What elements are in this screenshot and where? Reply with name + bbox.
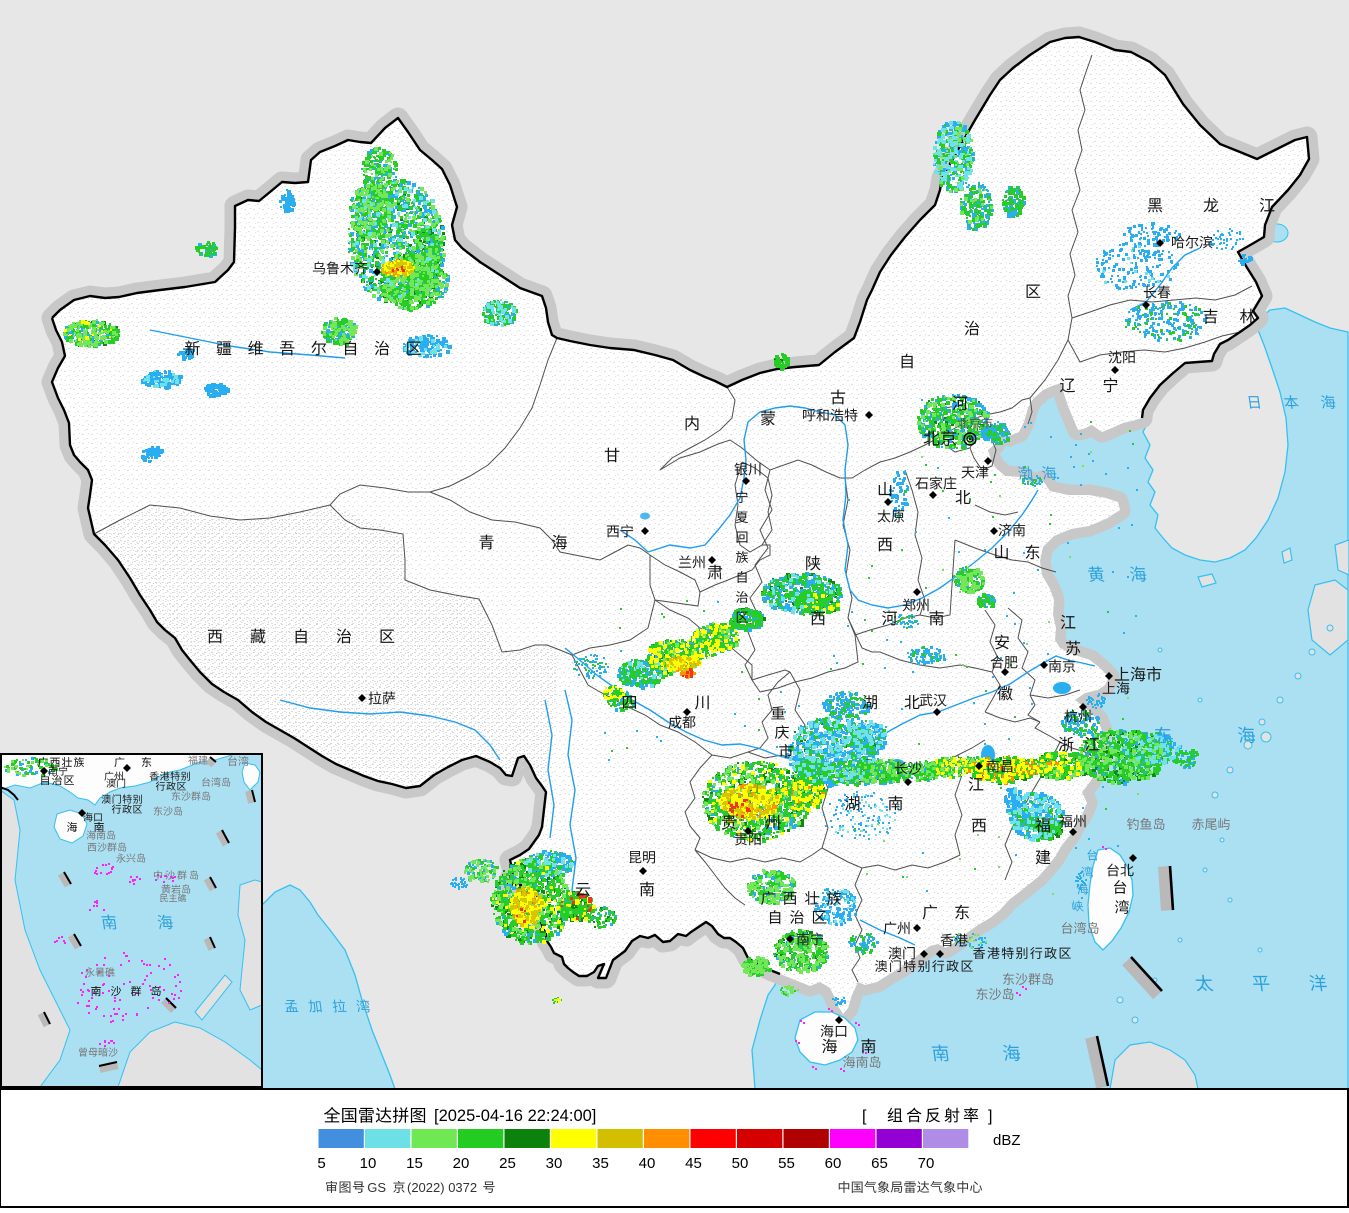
svg-text:: GS: : GS — [360, 1180, 386, 1195]
svg-text:45: 45 — [685, 1155, 702, 1172]
svg-text:[: [ — [862, 1108, 867, 1125]
svg-text:dBZ: dBZ — [993, 1132, 1021, 1149]
svg-text:10: 10 — [360, 1155, 377, 1172]
svg-text:[2025-04-16 22:24:00]: [2025-04-16 22:24:00] — [434, 1107, 596, 1125]
svg-text:15: 15 — [406, 1155, 423, 1172]
svg-text:55: 55 — [778, 1155, 795, 1172]
svg-text:30: 30 — [546, 1155, 563, 1172]
svg-text:40: 40 — [639, 1155, 656, 1172]
svg-text:60: 60 — [825, 1155, 842, 1172]
svg-text:65: 65 — [871, 1155, 888, 1172]
svg-text:70: 70 — [918, 1155, 935, 1172]
svg-text:5: 5 — [317, 1155, 325, 1172]
svg-text:50: 50 — [732, 1155, 749, 1172]
svg-text:]: ] — [988, 1108, 992, 1125]
svg-text:35: 35 — [592, 1155, 609, 1172]
svg-text:20: 20 — [453, 1155, 470, 1172]
svg-text:(2022) 0372: (2022) 0372 — [407, 1180, 477, 1195]
svg-text:25: 25 — [499, 1155, 516, 1172]
